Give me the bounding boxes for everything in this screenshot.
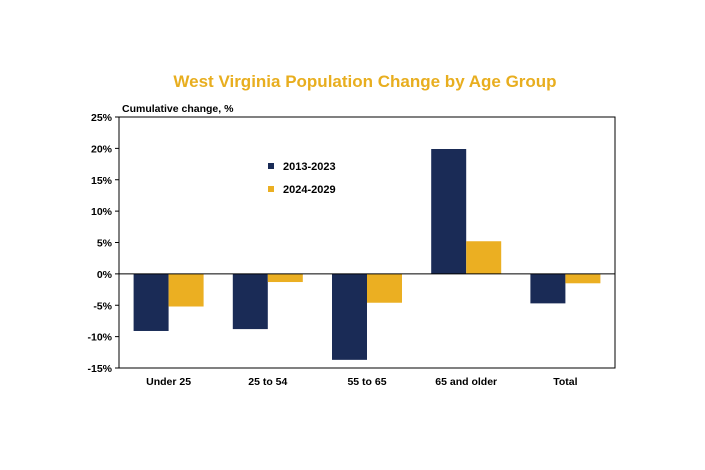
y-tick-label: 15% xyxy=(91,175,113,187)
bar-1-2 xyxy=(232,273,268,330)
legend-swatch-2 xyxy=(268,186,274,192)
x-tick-label: 25 to 54 xyxy=(248,376,287,388)
bar-1-1 xyxy=(133,273,169,331)
bar-1-5 xyxy=(530,273,566,304)
legend-label-2: 2024-2029 xyxy=(283,184,336,196)
x-tick-label: 65 and older xyxy=(435,376,497,388)
y-tick-label: -15% xyxy=(87,363,112,375)
x-tick-label: Under 25 xyxy=(146,376,191,388)
x-ticks-group: Under 25 25 to 54 55 to 65 65 and older Tota… xyxy=(146,376,577,388)
y-axis-label: Cumulative change, % xyxy=(122,103,234,115)
legend-swatch-1 xyxy=(268,163,274,169)
y-tick-label: 0% xyxy=(97,269,113,281)
y-tick-label: -5% xyxy=(93,300,112,312)
legend-label-1: 2013-2023 xyxy=(283,161,336,173)
y-tick-label: 25% xyxy=(91,112,113,124)
y-tick-label: -10% xyxy=(87,332,112,344)
legend: 2013-2023 2024-2029 xyxy=(268,161,336,196)
x-tick-label: 55 to 65 xyxy=(347,376,386,388)
y-tick-label: 5% xyxy=(97,238,113,250)
y-tick-label: 20% xyxy=(91,143,113,155)
bar-2-2 xyxy=(267,273,303,283)
bar-2-4 xyxy=(466,241,502,274)
bar-2-5 xyxy=(565,273,601,284)
y-tick-label: 10% xyxy=(91,206,113,218)
chart-title: West Virginia Population Change by Age G… xyxy=(173,72,556,91)
bars-group xyxy=(133,149,601,360)
bar-1-3 xyxy=(332,273,367,360)
bar-2-3 xyxy=(367,273,402,303)
bar-1-4 xyxy=(431,149,467,274)
bar-2-1 xyxy=(168,273,204,307)
y-ticks-group: 25% 20% 15% 10% 5% 0% -5% -10% -15% xyxy=(87,112,119,375)
x-tick-label: Total xyxy=(553,376,577,388)
